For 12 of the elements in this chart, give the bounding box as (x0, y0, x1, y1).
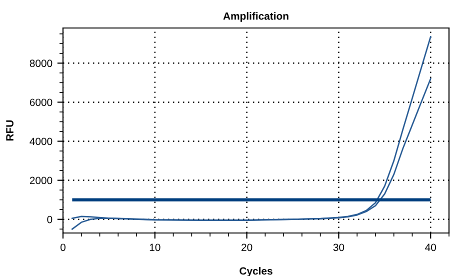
y-tick-label: 8000 (30, 60, 52, 68)
y-axis-title: RFU (6, 120, 14, 141)
y-tick-label: 0 (47, 216, 52, 224)
y-tick-label: 4000 (30, 138, 52, 146)
y-tick-label: 6000 (30, 98, 52, 106)
y-tick-label: 2000 (30, 176, 52, 184)
x-tick-label: 30 (333, 244, 344, 252)
x-tick-label: 10 (150, 244, 160, 252)
x-tick-label: 40 (425, 244, 436, 252)
x-tick-label: 20 (242, 244, 252, 252)
x-tick-label: 0 (60, 244, 66, 252)
chart-title: Amplification (223, 12, 288, 22)
